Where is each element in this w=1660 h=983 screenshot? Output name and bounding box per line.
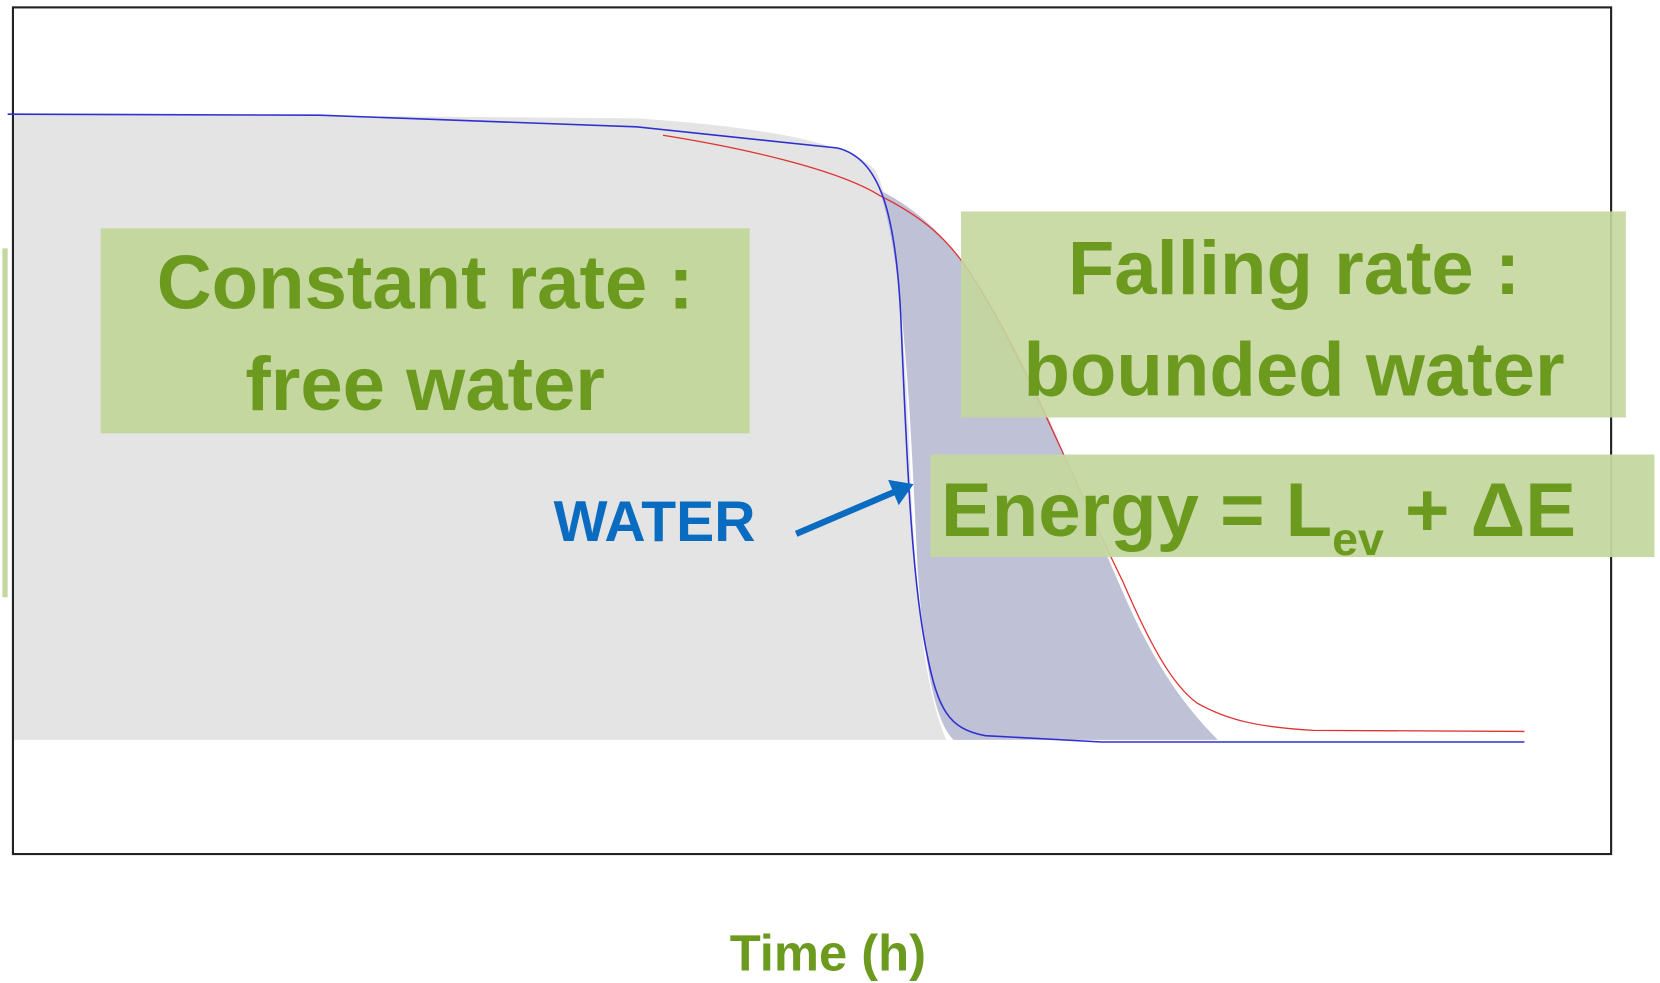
energy-rest: + ΔE xyxy=(1384,468,1576,553)
plot-frame xyxy=(11,6,1613,856)
free-water: free water xyxy=(245,342,605,427)
energy-box xyxy=(930,454,1655,558)
water-arrow xyxy=(794,488,897,537)
bounded-water: bounded water xyxy=(1023,327,1564,412)
constant-box xyxy=(100,228,750,434)
water-label: WATER xyxy=(554,490,756,554)
energy-formula: Energy = Lev + ΔE xyxy=(941,468,1576,565)
energy-subscript: ev xyxy=(1332,513,1384,565)
falling-box xyxy=(961,211,1626,418)
left-strip xyxy=(2,248,8,598)
falling-rate: Falling rate : xyxy=(1068,226,1520,311)
water-arrowhead xyxy=(888,479,914,506)
energy-main: Energy = L xyxy=(941,468,1332,553)
x-axis-label: Time (h) xyxy=(730,924,926,981)
constant-rate: Constant rate : xyxy=(157,241,694,326)
blue-curve xyxy=(7,113,1525,743)
